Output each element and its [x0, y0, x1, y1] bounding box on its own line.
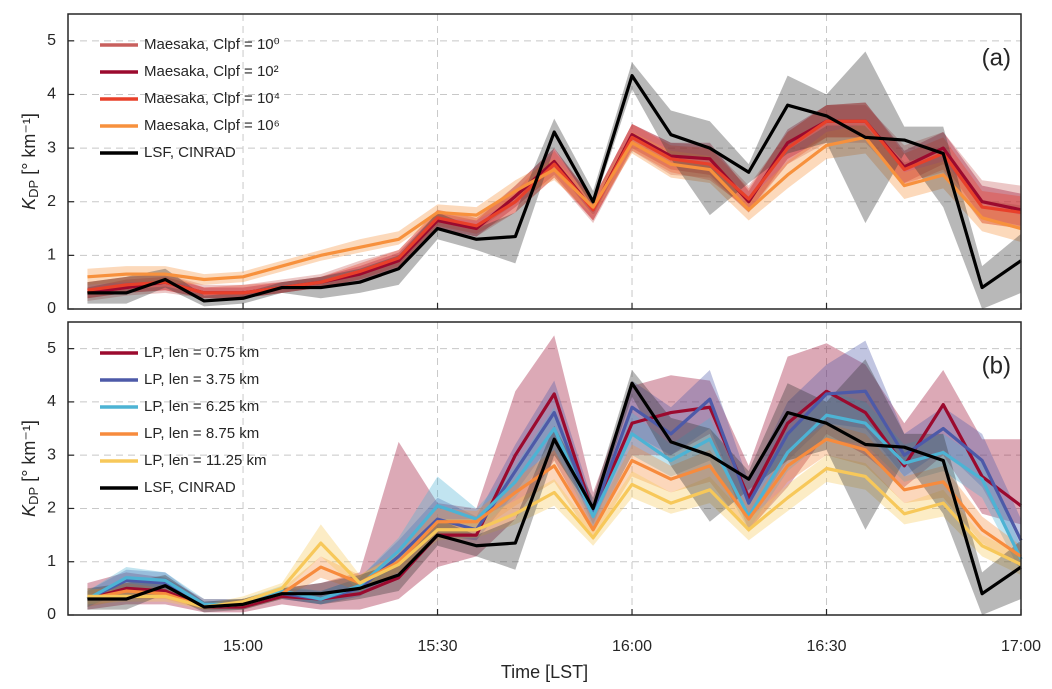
uncertainty-band [87, 391, 1022, 610]
uncertainty-band [87, 335, 1022, 613]
legend-label: LP, len = 6.25 km [144, 398, 259, 415]
y-tick-label: 1 [47, 247, 56, 264]
uncertainty-band [87, 340, 1022, 610]
x-tick-label: 17:00 [1001, 638, 1041, 655]
panel-label: (a) [982, 44, 1011, 71]
uncertainty-band [87, 105, 1022, 301]
x-axis-label: Time [LST] [501, 662, 588, 682]
uncertainty-band [87, 123, 1022, 285]
y-tick-label: 5 [47, 340, 56, 357]
y-label-subscript: DP [26, 487, 41, 505]
legend-label: LP, len = 11.25 km [144, 452, 266, 469]
y-tick-label: 2 [47, 193, 56, 210]
panel-label: (b) [982, 352, 1011, 379]
y-tick-label: 0 [47, 300, 56, 317]
legend-label: LSF, CINRAD [144, 144, 236, 161]
legend-label: LP, len = 0.75 km [144, 344, 259, 361]
y-label-symbol: K [19, 504, 39, 517]
legend-label: Maesaka, Clpf = 10⁴ [144, 90, 280, 107]
legend-label: LP, len = 3.75 km [144, 371, 259, 388]
series-line [87, 389, 1022, 609]
legend-label: Maesaka, Clpf = 10⁶ [144, 117, 280, 134]
x-tick-label: 15:30 [418, 638, 458, 655]
legend-label: LSF, CINRAD [144, 479, 236, 496]
legend-label: Maesaka, Clpf = 10² [144, 63, 279, 80]
uncertainty-band [87, 102, 1022, 299]
series-line [87, 466, 1022, 609]
y-axis-label: KDP [° km⁻¹] [19, 113, 42, 210]
y-label-subscript: DP [26, 180, 41, 198]
legend-label: LP, len = 8.75 km [144, 425, 259, 442]
y-tick-label: 5 [47, 32, 56, 49]
plot-frame [67, 13, 1022, 310]
y-label-symbol: K [19, 197, 39, 210]
uncertainty-band [87, 423, 1022, 610]
series-line [87, 74, 1022, 303]
y-axis-label: KDP [° km⁻¹] [19, 420, 42, 517]
y-tick-label: 1 [47, 553, 56, 570]
x-tick-label: 16:30 [806, 638, 846, 655]
series-line [87, 381, 1022, 609]
x-tick-label: 16:00 [612, 638, 652, 655]
y-tick-label: 3 [47, 139, 56, 156]
legend-label: Maesaka, Clpf = 10⁰ [144, 36, 280, 53]
y-tick-label: 4 [47, 393, 56, 410]
y-label-unit: [° km⁻¹] [19, 113, 39, 180]
y-tick-label: 0 [47, 606, 56, 623]
y-tick-label: 4 [47, 86, 56, 103]
y-tick-label: 2 [47, 500, 56, 517]
uncertainty-band [87, 102, 1022, 299]
x-tick-label: 15:00 [223, 638, 263, 655]
uncertainty-band [87, 51, 1022, 309]
plot-frame [67, 321, 1022, 616]
uncertainty-band [87, 455, 1022, 610]
series-line [87, 119, 1022, 295]
y-label-unit: [° km⁻¹] [19, 420, 39, 487]
y-tick-label: 3 [47, 446, 56, 463]
